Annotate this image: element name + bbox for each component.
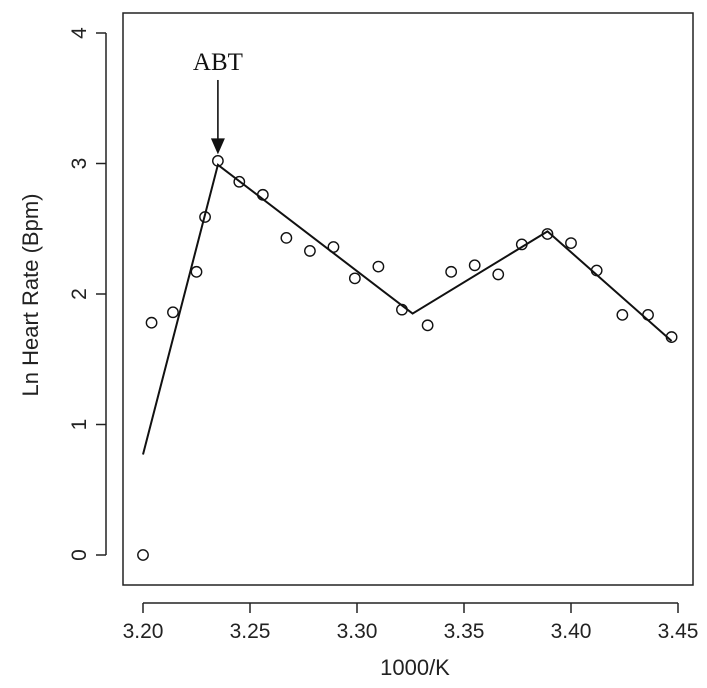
annotation-label: ABT (193, 49, 243, 76)
plot-frame (122, 12, 694, 586)
data-point (145, 316, 158, 329)
data-point (421, 319, 434, 332)
data-point (590, 264, 603, 277)
y-tick-label: 0 (68, 549, 91, 561)
annotation-arrow-head (210, 138, 225, 155)
x-tick-label: 3.40 (551, 620, 592, 643)
y-tick-label: 1 (68, 419, 91, 431)
x-axis-title: 1000/K (380, 655, 450, 680)
data-point (137, 549, 149, 561)
y-tick-label: 3 (68, 158, 91, 170)
abt-annotation: ABT (193, 49, 243, 155)
data-point (396, 303, 408, 316)
y-axis: 0 1 2 3 4 (68, 27, 107, 561)
data-point (445, 265, 458, 278)
x-tick-label: 3.20 (123, 620, 164, 643)
data-point (541, 228, 554, 240)
data-point (515, 238, 528, 251)
data-points (137, 154, 678, 561)
data-point (616, 308, 629, 321)
data-point (665, 331, 678, 343)
x-tick-label: 3.45 (658, 620, 699, 643)
y-axis-title: Ln Heart Rate (Bpm) (18, 194, 43, 397)
data-point (256, 188, 269, 201)
data-point (492, 268, 505, 281)
x-tick-label: 3.35 (444, 620, 485, 643)
data-point (190, 265, 203, 278)
y-tick-label: 4 (68, 27, 91, 39)
x-tick-label: 3.30 (337, 620, 378, 643)
data-point (565, 237, 577, 250)
x-tick-label: 3.25 (230, 620, 271, 643)
data-point (348, 272, 361, 285)
data-point (233, 175, 246, 188)
data-point (199, 211, 211, 223)
data-point (211, 154, 224, 167)
data-point (280, 231, 293, 244)
data-point (642, 308, 654, 321)
data-point (327, 241, 340, 253)
data-point (372, 260, 385, 273)
data-point (468, 259, 481, 272)
data-point (167, 306, 179, 319)
y-tick-label: 2 (68, 288, 91, 300)
data-point (304, 245, 316, 257)
fit-line (142, 163, 673, 455)
x-axis: 3.20 3.25 3.30 3.35 3.40 3.45 (123, 602, 699, 643)
